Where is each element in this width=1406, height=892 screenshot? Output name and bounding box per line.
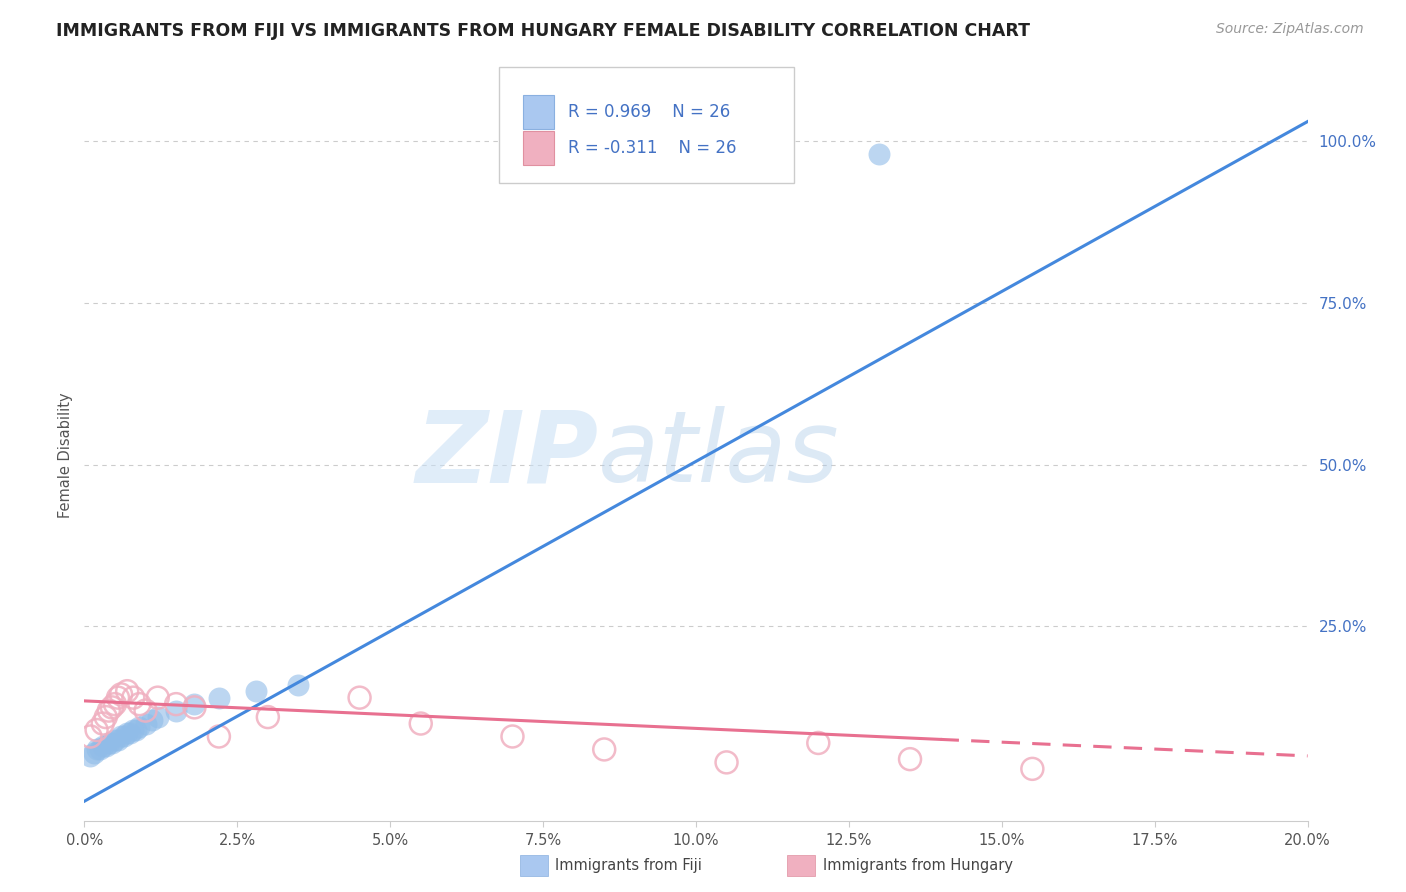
Point: [86, 723, 108, 737]
Point: [101, 700, 124, 714]
Point: [112, 730, 135, 744]
Text: Immigrants from Fiji: Immigrants from Fiji: [555, 858, 702, 872]
Point: [165, 704, 187, 718]
Point: [257, 710, 280, 724]
Point: [91, 716, 114, 731]
Text: Immigrants from Hungary: Immigrants from Hungary: [823, 858, 1012, 872]
Y-axis label: Female Disability: Female Disability: [58, 392, 73, 517]
Point: [86, 742, 108, 756]
Point: [593, 742, 616, 756]
Point: [245, 684, 267, 698]
Point: [409, 716, 432, 731]
Point: [208, 690, 231, 705]
Point: [122, 690, 145, 705]
Point: [115, 726, 138, 740]
Point: [97, 736, 120, 750]
Point: [1021, 762, 1043, 776]
Point: [502, 730, 524, 744]
Point: [110, 730, 132, 744]
Point: [165, 697, 187, 711]
Point: [349, 690, 371, 705]
Point: [135, 704, 157, 718]
Text: R = 0.969    N = 26: R = 0.969 N = 26: [568, 103, 730, 121]
Point: [183, 697, 205, 711]
Point: [183, 700, 205, 714]
Point: [898, 752, 921, 766]
Point: [128, 697, 150, 711]
Point: [79, 748, 101, 763]
Point: [94, 739, 117, 754]
Point: [807, 736, 830, 750]
Point: [79, 730, 101, 744]
Text: atlas: atlas: [598, 407, 839, 503]
Text: R = -0.311    N = 26: R = -0.311 N = 26: [568, 139, 737, 157]
Point: [91, 739, 114, 754]
Point: [104, 732, 127, 747]
Text: Source: ZipAtlas.com: Source: ZipAtlas.com: [1216, 22, 1364, 37]
Point: [101, 736, 124, 750]
Point: [208, 730, 231, 744]
Point: [107, 690, 129, 705]
Point: [135, 716, 157, 731]
Point: [146, 690, 169, 705]
Point: [115, 684, 138, 698]
Point: [287, 678, 309, 692]
Point: [89, 742, 111, 756]
Point: [110, 687, 132, 701]
Point: [128, 720, 150, 734]
Point: [869, 147, 891, 161]
Point: [146, 710, 169, 724]
Point: [83, 746, 105, 760]
Point: [141, 714, 163, 728]
Text: IMMIGRANTS FROM FIJI VS IMMIGRANTS FROM HUNGARY FEMALE DISABILITY CORRELATION CH: IMMIGRANTS FROM FIJI VS IMMIGRANTS FROM …: [56, 22, 1031, 40]
Point: [120, 726, 142, 740]
Point: [104, 697, 127, 711]
Point: [716, 756, 738, 770]
Point: [97, 704, 120, 718]
Text: ZIP: ZIP: [415, 407, 598, 503]
Point: [122, 723, 145, 737]
Point: [125, 723, 148, 737]
Point: [94, 710, 117, 724]
Point: [107, 732, 129, 747]
